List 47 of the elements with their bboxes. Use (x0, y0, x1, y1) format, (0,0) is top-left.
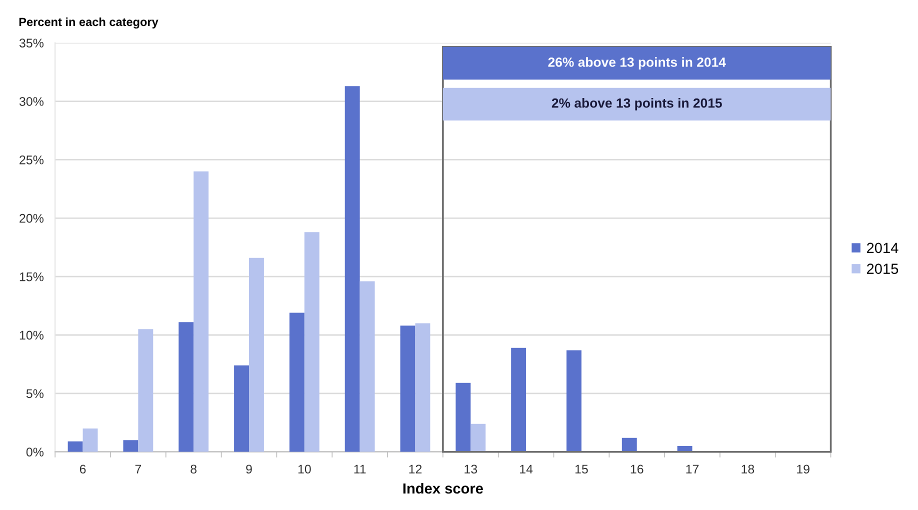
bar (304, 232, 320, 452)
bar (456, 382, 471, 452)
bar (68, 441, 83, 452)
x-tick-label: 14 (520, 464, 533, 474)
x-tick-label: 11 (354, 464, 366, 474)
bar (400, 326, 416, 452)
bar (360, 281, 375, 452)
x-tick-label: 13 (464, 464, 478, 474)
x-tick-label: 16 (630, 464, 644, 474)
y-tick-label: 15% (20, 272, 44, 282)
legend-label: 2014 (866, 242, 898, 254)
x-tick-label: 15 (575, 464, 588, 474)
bar (566, 350, 582, 452)
annotation: 2% above 13 points in 2015 (552, 98, 722, 110)
y-tick-label: 35% (19, 38, 44, 48)
x-tick-label: 7 (135, 464, 142, 474)
bar (138, 329, 154, 452)
bar (622, 438, 637, 452)
x-tick-label: 6 (80, 464, 86, 474)
x-tick-label: 18 (742, 464, 754, 474)
y-tick-label: 0% (26, 448, 44, 457)
bar (289, 312, 304, 452)
bar (123, 440, 138, 452)
y-tick-label: 30% (19, 97, 44, 106)
y-tick-label: 5% (26, 389, 44, 398)
y-axis-title: Percent in each category (19, 17, 158, 29)
x-tick-label: 8 (190, 464, 197, 474)
y-tick-label: 20% (20, 214, 44, 223)
y-tick-label: 25% (20, 156, 44, 164)
bar (234, 365, 250, 452)
x-tick-label: 10 (298, 464, 311, 474)
bar (344, 86, 360, 452)
x-tick-label: 17 (686, 464, 699, 474)
x-tick-label: 19 (797, 464, 810, 474)
bar (178, 322, 194, 452)
x-tick-label: 9 (246, 464, 252, 474)
bar (470, 424, 486, 452)
bar (511, 348, 526, 452)
annotation: 26% above 13 points in 2014 (548, 57, 726, 70)
bar (194, 171, 209, 452)
bar (249, 258, 264, 452)
y-tick-label: 10% (20, 330, 44, 340)
bar (415, 323, 430, 452)
legend-label: 2015 (866, 264, 898, 274)
x-tick-label: 12 (409, 464, 422, 474)
bar (82, 428, 98, 452)
x-axis-title: Index score (403, 482, 483, 494)
